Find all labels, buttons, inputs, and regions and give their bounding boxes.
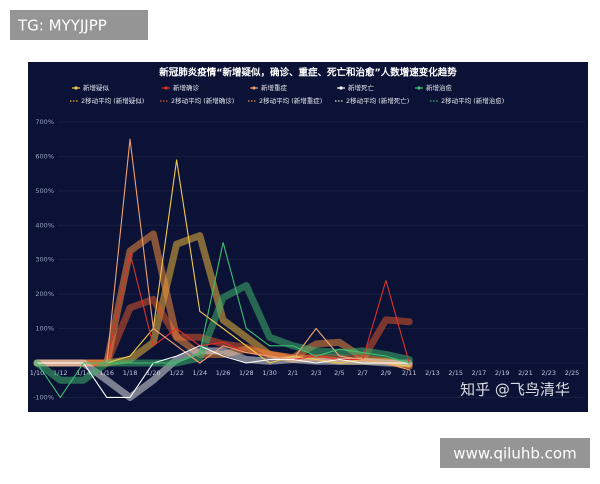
site-watermark: www.qiluhb.com [453,445,576,463]
x-tick-label: 2/3 [311,369,321,377]
legend-label: 2移动平均 (新增疑似) [81,96,144,105]
x-tick-label: 2/13 [425,369,440,377]
legend-label: 2移动平均 (新增确诊) [171,96,234,105]
x-tick-label: 1/14 [76,369,91,377]
x-tick-label: 2/7 [357,369,367,377]
x-tick-label: 1/30 [262,369,277,377]
x-tick-label: 2/11 [402,369,417,377]
legend-label: 2移动平均 (新增重症) [259,96,322,105]
y-tick-label: 500% [35,187,54,195]
moving-average-line [33,282,413,384]
y-tick-label: 400% [35,221,54,229]
chart-frame [28,62,588,412]
y-tick-label: 200% [35,290,54,298]
legend-marker [74,86,78,90]
x-tick-label: 2/5 [334,369,344,377]
series-line [36,241,410,398]
site-box [440,438,590,468]
legend-label: 新增疑似 [83,83,110,92]
y-tick-label: 300% [35,256,54,264]
legend-label: 2移动平均 (新增死亡) [346,96,409,105]
y-tick-label: 100% [35,325,54,333]
legend-label: 新增治愈 [426,83,453,92]
x-tick-label: 1/22 [169,369,184,377]
x-tick-label: 1/18 [123,369,138,377]
x-tick-label: 1/10 [30,369,45,377]
legend-marker [164,86,168,90]
x-tick-label: 1/20 [146,369,161,377]
y-tick-label: 600% [35,152,54,160]
credit-watermark: 知乎 @飞鸟清华 [460,381,570,399]
legend-marker [417,86,421,90]
legend-marker [339,86,343,90]
x-tick-label: 2/25 [565,369,580,377]
legend-marker [252,86,256,90]
x-tick-label: 1/16 [99,369,114,377]
legend-label: 新增重症 [261,83,288,92]
x-tick-label: 1/26 [216,369,231,377]
legend-label: 2移动平均 (新增治愈) [441,96,504,105]
x-tick-label: 2/23 [541,369,556,377]
legend-label: 新增确诊 [173,83,200,92]
plot: -100%0%100%200%300%400%500%600%700%1/10 1… [30,83,585,401]
x-tick-label: 1/24 [193,369,208,377]
x-tick-label: 2/19 [495,369,510,377]
x-tick-label: 1/12 [53,369,68,377]
y-tick-label: -100% [33,393,54,401]
x-tick-label: 2/21 [518,369,533,377]
chart-title: 新冠肺炎疫情“新增疑似，确诊、重症、死亡和治愈”人数增速变化趋势 [159,67,457,79]
x-tick-label: 1/28 [239,369,254,377]
x-tick-label: 2/1 [288,369,298,377]
series-line [36,345,410,398]
x-tick-label: 2/9 [381,369,391,377]
x-tick-label: 2/17 [472,369,487,377]
y-tick-label: 700% [35,118,54,126]
legend-label: 新增死亡 [348,83,375,92]
tag-box [10,10,148,40]
tag-watermark: TG: MYYJJPP [17,17,107,35]
x-tick-label: 2/15 [448,369,463,377]
